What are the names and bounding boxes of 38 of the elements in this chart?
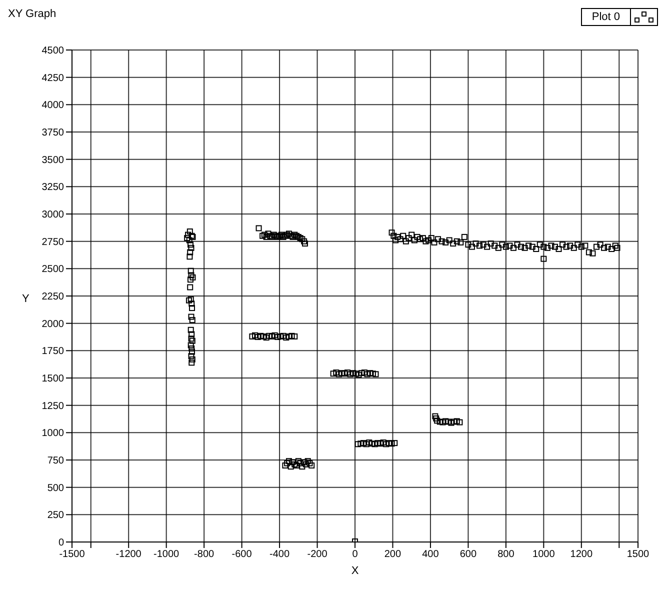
y-axis-title: Y	[22, 293, 30, 305]
x-tick-label: -400	[270, 549, 290, 560]
y-tick-label: 1000	[42, 428, 64, 440]
y-tick-label: 500	[47, 482, 64, 494]
x-tick-label: -1200	[116, 549, 142, 560]
x-tick-label: -1000	[154, 549, 180, 560]
y-tick-label: 3250	[42, 182, 64, 194]
x-tick-label: 1000	[532, 549, 556, 560]
y-tick-label: 4000	[42, 100, 64, 112]
y-tick-label: 3500	[42, 154, 64, 166]
y-tick-label: 250	[47, 510, 64, 522]
x-tick-label: -1500	[59, 549, 86, 560]
x-tick-label: 1200	[570, 549, 593, 560]
x-tick-label: 200	[384, 549, 402, 560]
y-tick-label: 1250	[42, 400, 64, 412]
x-tick-label: 800	[498, 549, 515, 560]
chart-title: XY Graph	[8, 8, 56, 20]
x-axis-title: X	[351, 565, 360, 577]
y-tick-label: 750	[47, 456, 64, 467]
y-tick-label: 4500	[42, 46, 64, 57]
x-tick-label: -600	[232, 549, 252, 560]
y-tick-label: 1750	[42, 346, 64, 358]
y-tick-label: 2000	[42, 318, 64, 330]
legend-label: Plot 0	[590, 10, 621, 25]
x-tick-label: -800	[194, 549, 215, 560]
y-tick-label: 3750	[42, 128, 64, 139]
x-tick-label: 0	[352, 549, 358, 560]
x-tick-label: -200	[307, 549, 328, 560]
x-tick-label: 1500	[626, 549, 650, 560]
y-tick-label: 0	[58, 538, 64, 549]
y-tick-label: 3000	[42, 210, 64, 221]
y-tick-label: 4250	[42, 72, 64, 84]
y-tick-label: 2250	[42, 292, 64, 303]
x-tick-label: 400	[422, 549, 440, 560]
y-tick-label: 2750	[42, 236, 64, 248]
y-tick-label: 2500	[42, 264, 64, 276]
x-tick-label: 600	[460, 549, 477, 560]
y-tick-label: 1500	[42, 374, 64, 385]
